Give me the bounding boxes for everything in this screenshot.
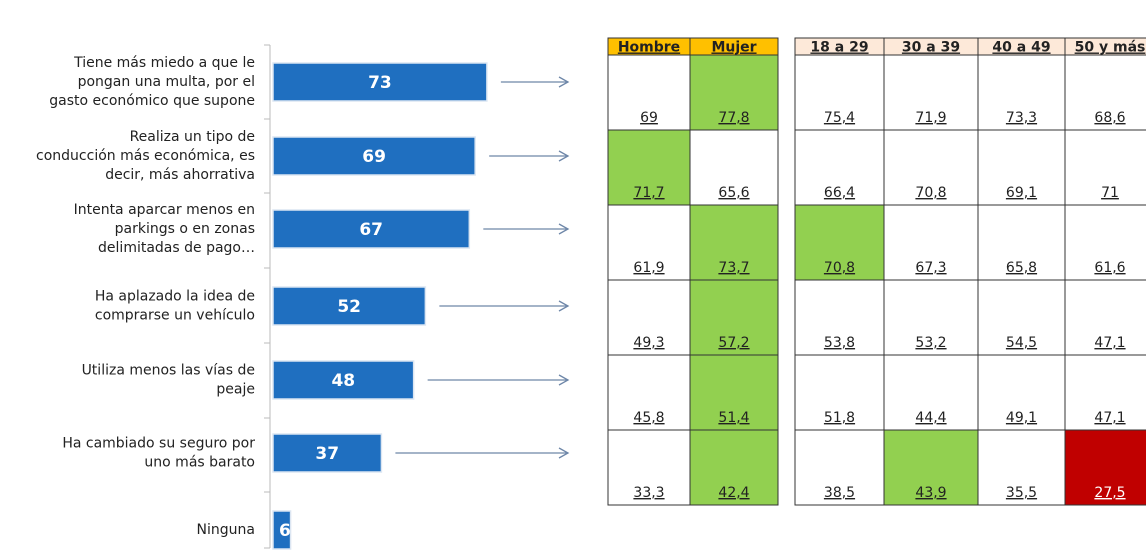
cell-value: 42,4 <box>718 485 749 501</box>
cell-value: 61,6 <box>1094 260 1125 276</box>
cell-value: 70,8 <box>824 260 855 276</box>
value-label: 37 <box>315 444 339 464</box>
cell-value: 45,8 <box>633 410 664 426</box>
table-cell <box>1064 354 1146 431</box>
header-label: 50 y más <box>1075 40 1146 56</box>
table-cell <box>607 54 691 131</box>
cell-value: 43,9 <box>915 485 946 501</box>
table-cell <box>607 204 691 281</box>
table-cell <box>1064 129 1146 206</box>
value-label: 69 <box>362 147 386 167</box>
category-label: Ninguna <box>197 522 255 538</box>
table-cell <box>977 54 1066 131</box>
header-label: 40 a 49 <box>992 40 1050 56</box>
bar <box>272 136 476 176</box>
cell-value: 49,3 <box>633 335 664 351</box>
table-cell <box>1064 429 1146 506</box>
value-label: 48 <box>331 371 355 391</box>
arrow-head <box>558 150 570 162</box>
cell-value: 57,2 <box>718 335 749 351</box>
cell-value: 53,2 <box>915 335 946 351</box>
cell-value: 67,3 <box>915 260 946 276</box>
table-cell <box>977 204 1066 281</box>
table-cell <box>977 279 1066 356</box>
cell-value: 27,5 <box>1094 485 1125 501</box>
value-label: 6 <box>279 521 291 541</box>
cell-value: 73,7 <box>718 260 749 276</box>
table-cell <box>1064 54 1146 131</box>
cell-value: 33,3 <box>633 485 664 501</box>
cell-value: 73,3 <box>1006 110 1037 126</box>
cell-value: 51,4 <box>718 410 749 426</box>
arrow-head <box>558 300 570 312</box>
arrow-head <box>558 374 570 386</box>
cell-value: 35,5 <box>1006 485 1037 501</box>
category-label: Utiliza menos las vías de peaje <box>82 363 255 398</box>
category-label: Realiza un tipo de conducción más económi… <box>36 129 255 183</box>
category-label: Tiene más miedo a que le pongan una multa… <box>49 55 255 109</box>
table-cell <box>607 429 691 506</box>
table-cell <box>977 429 1066 506</box>
table-cell <box>883 429 979 506</box>
cell-value: 69,1 <box>1006 185 1037 201</box>
cell-value: 69 <box>640 110 658 126</box>
category-label: Ha aplazado la idea de comprarse un vehíc… <box>95 289 255 324</box>
cell-value: 54,5 <box>1006 335 1037 351</box>
cell-value: 49,1 <box>1006 410 1037 426</box>
table-cell <box>689 354 779 431</box>
header-label: Mujer <box>711 40 756 56</box>
value-label: 67 <box>359 220 383 240</box>
table-cell <box>689 129 779 206</box>
bar <box>272 360 415 400</box>
bar <box>272 209 471 249</box>
cell-value: 47,1 <box>1094 335 1125 351</box>
bar <box>272 62 488 102</box>
table-cell <box>794 429 885 506</box>
category-label: Ha cambiado su seguro por uno más barato <box>62 436 255 471</box>
cell-value: 51,8 <box>824 410 855 426</box>
cell-value: 68,6 <box>1094 110 1125 126</box>
table-cell <box>689 429 779 506</box>
header-label: 30 a 39 <box>902 40 960 56</box>
table-cell <box>689 54 779 131</box>
cell-value: 71,9 <box>915 110 946 126</box>
cell-value: 65,6 <box>718 185 749 201</box>
table-cell <box>883 204 979 281</box>
cell-value: 44,4 <box>915 410 946 426</box>
cell-value: 66,4 <box>824 185 855 201</box>
bar <box>272 286 427 326</box>
cell-value: 71,7 <box>633 185 664 201</box>
table-cell <box>1064 204 1146 281</box>
table-cell <box>689 279 779 356</box>
bar <box>272 510 292 550</box>
cell-value: 75,4 <box>824 110 855 126</box>
cell-value: 38,5 <box>824 485 855 501</box>
bar <box>272 433 383 473</box>
cell-value: 47,1 <box>1094 410 1125 426</box>
cell-value: 61,9 <box>633 260 664 276</box>
value-label: 52 <box>337 297 361 317</box>
value-label: 73 <box>368 73 392 93</box>
cell-value: 70,8 <box>915 185 946 201</box>
arrow-head <box>558 76 570 88</box>
header-label: Hombre <box>618 40 680 56</box>
category-label: Intenta aparcar menos en parkings o en zo… <box>74 202 255 256</box>
table-cell <box>607 129 691 206</box>
cell-value: 71 <box>1101 185 1119 201</box>
cell-value: 53,8 <box>824 335 855 351</box>
arrow-head <box>558 447 570 459</box>
table-cell <box>794 279 885 356</box>
header-label: 18 a 29 <box>810 40 868 56</box>
cell-value: 77,8 <box>718 110 749 126</box>
arrow-head <box>558 223 570 235</box>
cell-value: 65,8 <box>1006 260 1037 276</box>
